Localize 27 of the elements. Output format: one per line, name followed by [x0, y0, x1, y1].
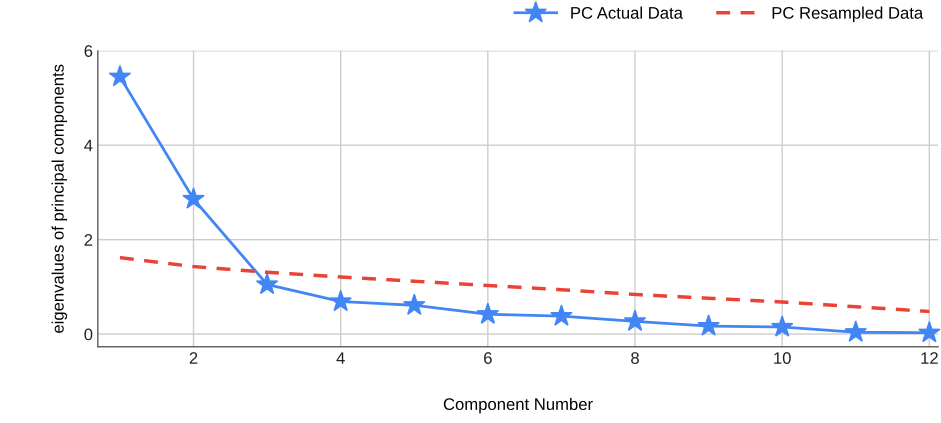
- point: [256, 272, 278, 294]
- y-tick-label: 6: [84, 45, 92, 57]
- point: [918, 320, 941, 342]
- y-tick-label: 0: [84, 328, 92, 340]
- x-tick-label: 4: [336, 352, 345, 364]
- point: [182, 187, 205, 209]
- y-tick-label: 4: [84, 140, 93, 152]
- x-tick-label: 12: [921, 352, 938, 364]
- point: [476, 302, 500, 324]
- point: [844, 320, 868, 342]
- y-tick-label: 2: [84, 234, 92, 246]
- point: [403, 293, 426, 315]
- x-tick-label: 10: [774, 352, 791, 364]
- x-tick-label: 2: [190, 352, 198, 364]
- x-tick-label: 8: [631, 352, 639, 364]
- point: [108, 64, 132, 86]
- point: [770, 315, 794, 337]
- legend-label: PC Actual Data: [571, 6, 683, 19]
- y-axis-title: eigenvalues of principal components: [52, 64, 68, 333]
- point: [697, 314, 720, 336]
- point: [550, 304, 573, 326]
- legend-label: PC Resampled Data: [772, 6, 924, 22]
- point: [329, 290, 352, 312]
- x-axis-title: Component Number: [444, 398, 593, 414]
- point: [624, 310, 646, 332]
- x-tick-label: 6: [484, 352, 492, 364]
- line-series: [118, 256, 932, 314]
